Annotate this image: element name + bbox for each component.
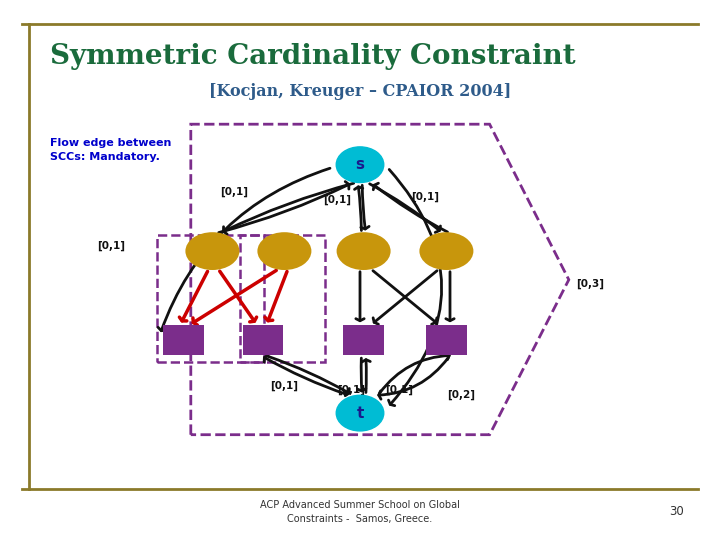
Text: s: s <box>356 157 364 172</box>
Ellipse shape <box>185 232 239 270</box>
Text: [0,3]: [0,3] <box>577 278 604 289</box>
Text: Symmetric Cardinality Constraint: Symmetric Cardinality Constraint <box>50 43 576 70</box>
Text: [0,2]: [0,2] <box>447 390 474 401</box>
Text: [0,1]: [0,1] <box>98 240 125 251</box>
Text: [0,1]: [0,1] <box>220 186 248 197</box>
Text: [Kocjan, Kreuger – CPAIOR 2004]: [Kocjan, Kreuger – CPAIOR 2004] <box>209 83 511 100</box>
Text: [0,1]: [0,1] <box>338 384 365 395</box>
Text: [0,1]: [0,1] <box>323 194 351 205</box>
Text: 30: 30 <box>670 505 684 518</box>
Bar <box>240 235 325 362</box>
Text: [0,1]: [0,1] <box>386 384 413 395</box>
Ellipse shape <box>258 232 312 270</box>
Bar <box>157 235 264 362</box>
Bar <box>163 325 204 355</box>
Text: [0,1]: [0,1] <box>271 381 298 392</box>
Circle shape <box>336 395 384 431</box>
Text: t: t <box>356 406 364 421</box>
Ellipse shape <box>337 232 391 270</box>
Ellipse shape <box>419 232 474 270</box>
Bar <box>343 325 384 355</box>
Text: Flow edge between
SCCs: Mandatory.: Flow edge between SCCs: Mandatory. <box>50 138 172 161</box>
Bar <box>426 325 467 355</box>
Text: [0,1]: [0,1] <box>411 192 438 202</box>
Bar <box>243 325 283 355</box>
Circle shape <box>336 147 384 183</box>
Text: ACP Advanced Summer School on Global
Constraints -  Samos, Greece.: ACP Advanced Summer School on Global Con… <box>260 500 460 524</box>
